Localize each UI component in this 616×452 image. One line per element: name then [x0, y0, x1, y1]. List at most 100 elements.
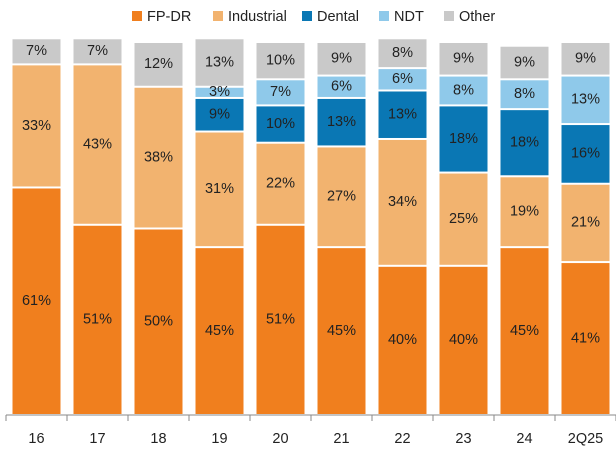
bar-segment: [439, 266, 488, 414]
data-label: 27%: [327, 189, 356, 205]
data-label: 3%: [209, 84, 230, 100]
bar-segment: [500, 46, 549, 79]
data-label: 10%: [266, 52, 295, 68]
x-tick-label: 17: [89, 431, 105, 447]
bar-segment: [378, 139, 427, 265]
data-label: 13%: [205, 54, 234, 70]
data-label: 22%: [266, 176, 295, 192]
bar-segment: [73, 39, 122, 64]
data-label: 8%: [392, 45, 413, 61]
x-tick-label: 16: [28, 431, 44, 447]
data-label: 13%: [571, 92, 600, 108]
data-label: 31%: [205, 181, 234, 197]
x-tick-label: 18: [150, 431, 166, 447]
bar-segment: [12, 39, 61, 64]
bar-segment: [500, 110, 549, 176]
x-tick-label: 20: [272, 431, 288, 447]
bar-segment: [195, 248, 244, 414]
legend-label: Dental: [317, 9, 359, 25]
bar-segment: [439, 173, 488, 265]
data-label: 40%: [449, 332, 478, 348]
bar-segment: [439, 76, 488, 105]
legend-swatch: [379, 11, 389, 21]
x-tick-label: 24: [516, 431, 532, 447]
bar-segment: [561, 43, 610, 75]
data-label: 41%: [571, 330, 600, 346]
data-label: 13%: [327, 114, 356, 130]
bar-segment: [12, 65, 61, 187]
legend-label: Other: [459, 9, 495, 25]
data-label: 12%: [144, 56, 173, 72]
data-label: 9%: [453, 51, 474, 67]
data-label: 21%: [571, 215, 600, 231]
data-label: 9%: [575, 51, 596, 67]
bar-segment: [561, 125, 610, 183]
x-tick-label: 21: [333, 431, 349, 447]
bar-segment: [256, 106, 305, 142]
bar-segment: [561, 263, 610, 414]
data-label: 51%: [266, 312, 295, 328]
data-label: 10%: [266, 116, 295, 132]
data-label: 25%: [449, 211, 478, 227]
bar-segment: [378, 39, 427, 68]
bar-segment: [195, 87, 244, 97]
data-label: 6%: [392, 71, 413, 87]
bar-segment: [378, 266, 427, 414]
bar-segment: [256, 225, 305, 414]
data-label: 7%: [26, 43, 47, 59]
data-label: 50%: [144, 314, 173, 330]
bar-segment: [317, 43, 366, 75]
bar-segment: [73, 65, 122, 224]
data-label: 18%: [510, 135, 539, 151]
data-label: 7%: [270, 84, 291, 100]
x-tick-label: 22: [394, 431, 410, 447]
data-label: 7%: [87, 43, 108, 59]
bar-segment: [195, 98, 244, 131]
data-label: 13%: [388, 107, 417, 123]
x-tick-label: 19: [211, 431, 227, 447]
bar-segment: [378, 91, 427, 138]
data-label: 38%: [144, 149, 173, 165]
bar-segment: [195, 132, 244, 247]
data-label: 8%: [514, 86, 535, 102]
bar-segment: [561, 76, 610, 124]
legend-label: NDT: [394, 9, 424, 25]
bar-segment: [500, 80, 549, 109]
bar-segment: [317, 147, 366, 247]
legend-swatch: [302, 11, 312, 21]
data-label: 18%: [449, 131, 478, 147]
bar-segment: [256, 43, 305, 79]
bar-segment: [317, 76, 366, 97]
legend-label: FP-DR: [147, 9, 191, 25]
bar-segment: [256, 80, 305, 105]
data-label: 45%: [327, 323, 356, 339]
data-label: 34%: [388, 194, 417, 210]
data-label: 16%: [571, 146, 600, 162]
bar-segment: [12, 188, 61, 414]
bar-segment: [195, 39, 244, 86]
data-label: 40%: [388, 332, 417, 348]
data-label: 33%: [22, 118, 51, 134]
legend-label: Industrial: [228, 9, 287, 25]
bar-segment: [134, 43, 183, 86]
data-label: 43%: [83, 136, 112, 152]
bar-segment: [561, 184, 610, 262]
bar-segment: [500, 177, 549, 247]
legend-swatch: [444, 11, 454, 21]
bar-segment: [439, 43, 488, 75]
data-label: 61%: [22, 293, 51, 309]
data-label: 45%: [510, 323, 539, 339]
bar-segment: [378, 69, 427, 90]
legend-swatch: [132, 11, 142, 21]
bar-segment: [439, 106, 488, 172]
bar-segment: [256, 143, 305, 224]
bar-segment: [500, 248, 549, 414]
data-label: 45%: [205, 323, 234, 339]
data-label: 9%: [514, 54, 535, 70]
bar-segment: [317, 98, 366, 146]
data-label: 51%: [83, 312, 112, 328]
data-label: 8%: [453, 82, 474, 98]
data-label: 19%: [510, 204, 539, 220]
bar-segment: [317, 248, 366, 414]
